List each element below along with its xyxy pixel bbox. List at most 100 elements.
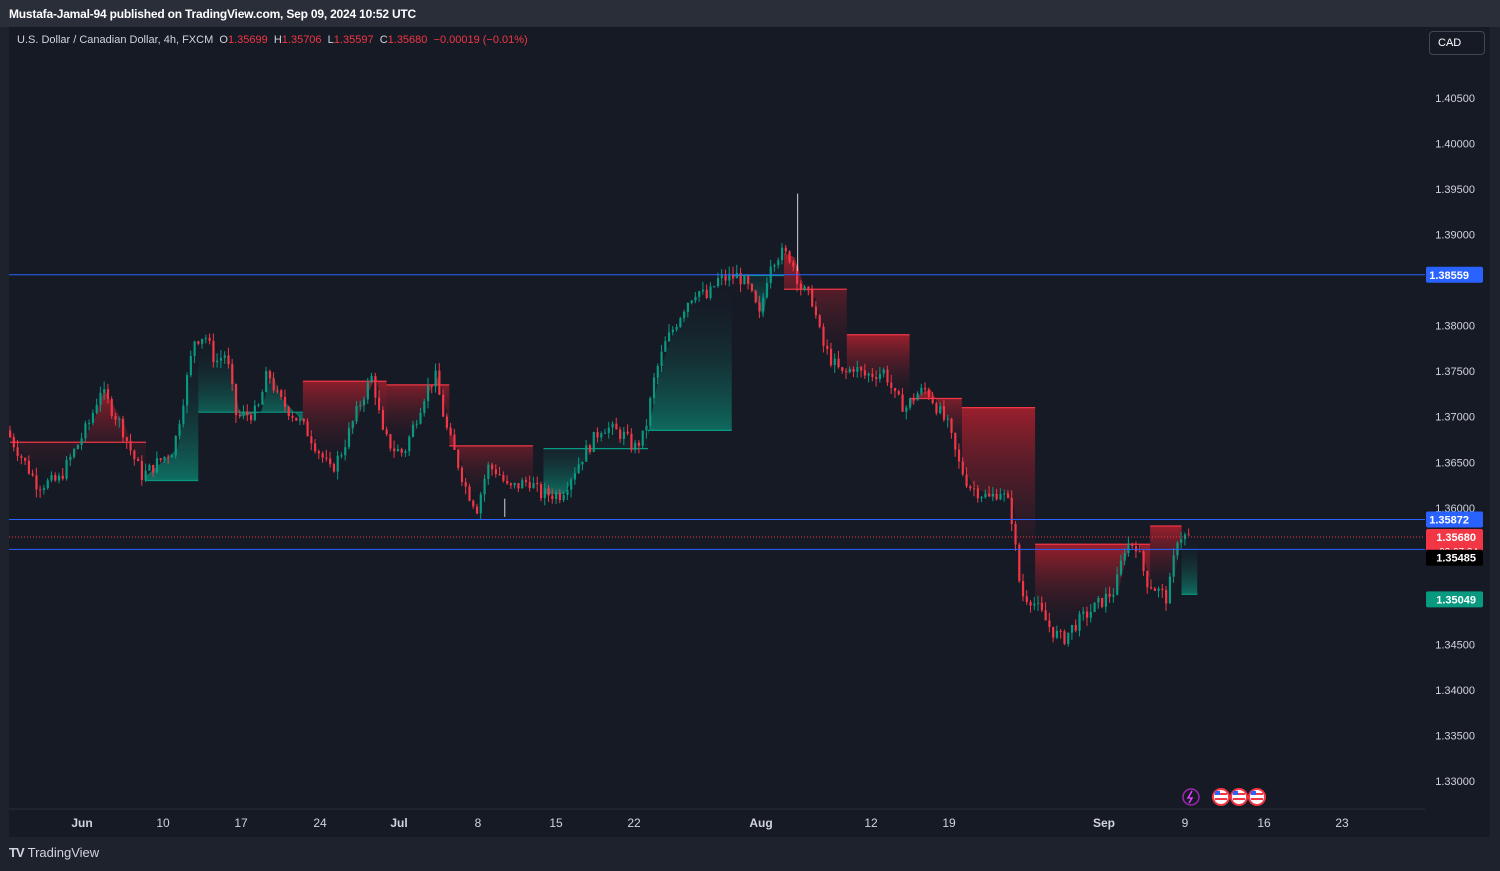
symbol-title[interactable]: U.S. Dollar / Canadian Dollar, 4h, FXCM (17, 34, 214, 46)
candle-up (720, 275, 723, 279)
candle-up (1172, 555, 1175, 577)
candle-down (472, 500, 475, 507)
candle-up (91, 413, 95, 423)
candle-up (1180, 539, 1183, 543)
candle-up (773, 265, 776, 267)
candle-down (988, 493, 991, 497)
currency-button[interactable]: CAD (1429, 31, 1485, 55)
candle-up (178, 423, 181, 436)
candle-up (1093, 602, 1096, 612)
candle-down (841, 367, 844, 371)
candle-up (716, 278, 720, 287)
candle-down (954, 432, 957, 450)
candle-down (1021, 581, 1025, 597)
candle-down (475, 506, 479, 514)
candle-up (415, 423, 418, 425)
open-value: 1.35699 (227, 34, 268, 46)
trend-band-bearish (1035, 544, 1151, 640)
tradingview-brand[interactable]: TV TradingView (9, 845, 99, 860)
candle-up (340, 455, 343, 457)
candle-down (1101, 597, 1104, 607)
candle-down (197, 341, 200, 344)
candle-up (656, 365, 659, 378)
candle-up (984, 493, 987, 498)
candle-down (935, 403, 938, 414)
candle-down (35, 475, 38, 490)
candle-down (524, 480, 528, 482)
candle-up (223, 355, 226, 358)
candle-up (652, 377, 656, 399)
candle-up (585, 445, 588, 462)
candle-up (189, 355, 192, 376)
candle-up (1037, 602, 1040, 604)
flag-canton (1215, 791, 1220, 795)
candle-down (509, 483, 513, 486)
candle-up (1123, 553, 1126, 561)
candle-down (332, 464, 336, 472)
candle-down (615, 423, 618, 430)
candle-up (99, 392, 102, 405)
candle-down (1048, 620, 1051, 627)
candle-down (973, 488, 976, 490)
candle-down (897, 391, 900, 395)
footer-bar (0, 837, 1500, 871)
publisher-bar: Mustafa-Jamal-94 published on TradingVie… (0, 0, 1500, 27)
black-price-label: 1.35485 (1436, 553, 1476, 565)
candle-down (445, 416, 449, 428)
candle-up (370, 375, 373, 383)
candle-down (24, 457, 27, 461)
candle-down (137, 459, 140, 462)
candle-down (965, 474, 968, 487)
price-labels: 1.385591.358721.355441.3568002:07:241.35… (1426, 266, 1483, 608)
candle-down (121, 418, 125, 438)
event-icons (1182, 788, 1266, 806)
candle-down (310, 436, 313, 444)
candle-down (732, 273, 735, 279)
candle-down (283, 396, 287, 408)
candle-down (822, 326, 825, 346)
candle-down (957, 449, 961, 462)
trend-band-bullish (543, 425, 649, 495)
flag-canton (1233, 791, 1238, 795)
candle-down (159, 458, 162, 460)
candle-down (506, 480, 509, 484)
high-value: 1.35706 (281, 34, 322, 46)
candle-down (442, 394, 445, 417)
high-label: H (273, 34, 282, 46)
candle-down (1014, 523, 1017, 545)
candle-up (698, 291, 701, 297)
chart-pane[interactable] (9, 27, 1490, 837)
candle-up (336, 455, 339, 472)
candle-down (1142, 551, 1145, 571)
candle-down (54, 474, 57, 481)
price-axis: 1.40500 1.40000 1.39500 1.39000 1.38000 1.375… (1435, 93, 1475, 788)
candle-up (735, 272, 738, 279)
candle-down (238, 415, 241, 417)
candle-down (551, 495, 554, 499)
candle-up (803, 286, 806, 291)
candle-down (1146, 570, 1149, 588)
candle-down (302, 418, 305, 422)
candle-down (1187, 534, 1190, 536)
flag-stripe (1233, 798, 1245, 800)
x-tick-label: Jul (390, 816, 407, 830)
candle-up (780, 247, 784, 261)
horizontal-lines (9, 274, 1425, 550)
candle-up (1070, 624, 1074, 633)
candle-down (400, 448, 403, 453)
candle-up (57, 475, 61, 481)
candle-up (765, 283, 769, 298)
candle-down (314, 443, 317, 452)
candle-up (709, 286, 712, 298)
flag-canton (1251, 791, 1256, 795)
close-value: 1.35680 (387, 34, 428, 46)
candle-down (1149, 587, 1153, 589)
candle-up (148, 464, 151, 471)
candle-down (1153, 588, 1156, 591)
candle-up (174, 435, 177, 456)
candle-up (73, 449, 76, 457)
candle-up (701, 289, 705, 292)
candle-up (694, 296, 697, 301)
x-tick-label: Aug (749, 816, 772, 830)
